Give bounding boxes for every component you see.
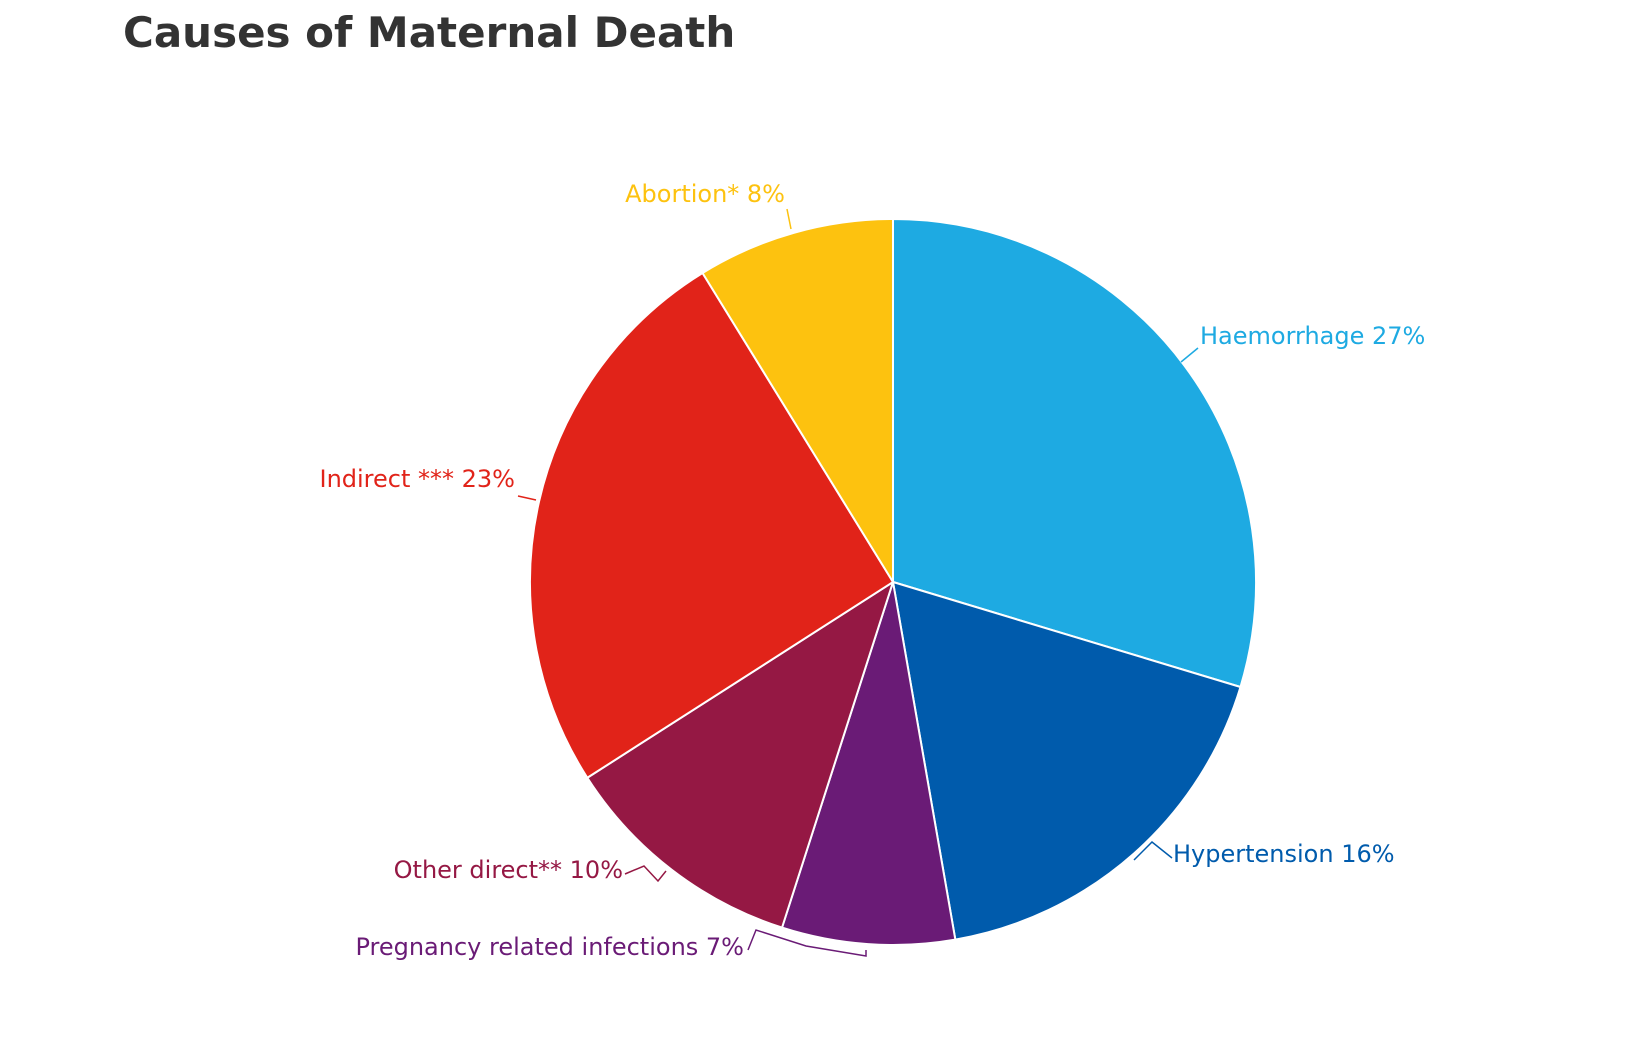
- label-connector-other-direct: [624, 865, 667, 883]
- slice-labels: Haemorrhage 27% Hypertension 16% Pregnancy…: [319, 180, 1425, 961]
- slice-label-haemorrhage: Haemorrhage 27%: [1200, 322, 1425, 350]
- slice-label-hypertension: Hypertension 16%: [1173, 840, 1395, 868]
- label-connector-pregnancy-related-infections: [747, 929, 867, 957]
- chart-title: Causes of Maternal Death: [123, 8, 736, 57]
- pie-slice-indirect: [529, 271, 894, 779]
- label-connector-haemorrhage: [1180, 347, 1199, 363]
- pie-slice-pregnancy-related-infections: [781, 581, 957, 946]
- slice-label-pregnancy-related-infections: Pregnancy related infections 7%: [355, 933, 744, 961]
- slice-label-other-direct: Other direct** 10%: [394, 856, 623, 884]
- pie-slice-hypertension: [892, 581, 1242, 941]
- label-connectors: [517, 208, 1199, 957]
- pie-slice-haemorrhage: [892, 218, 1257, 688]
- pie-slices: [529, 218, 1257, 946]
- label-connector-hypertension: [1133, 840, 1173, 861]
- slice-label-abortion: Abortion* 8%: [625, 180, 785, 208]
- pie-slice-abortion: [701, 218, 894, 583]
- pie-slice-other-direct: [586, 581, 894, 929]
- slice-label-indirect: Indirect *** 23%: [319, 465, 515, 493]
- label-connector-indirect: [517, 495, 537, 501]
- label-connector-abortion: [786, 208, 792, 230]
